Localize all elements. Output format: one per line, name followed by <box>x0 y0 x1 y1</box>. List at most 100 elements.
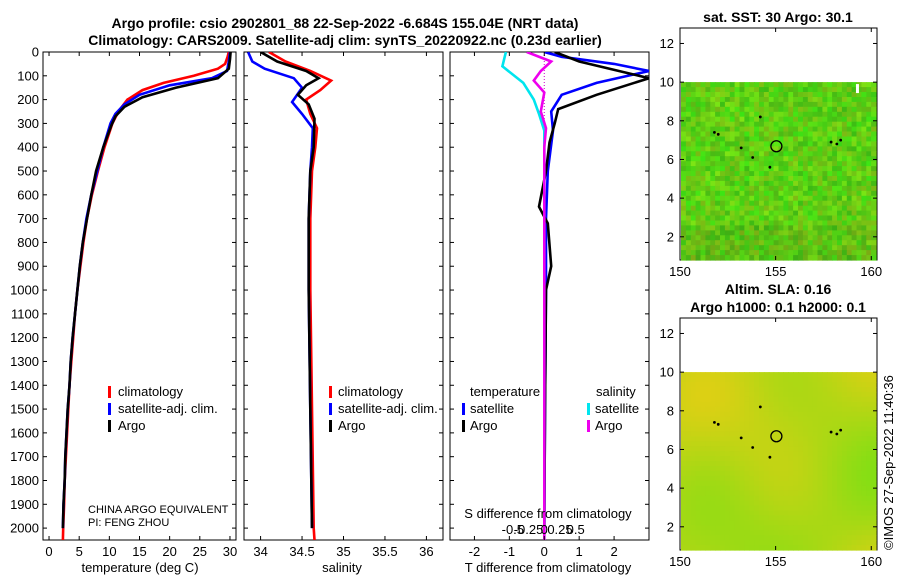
map-cell <box>778 171 784 177</box>
map-cell <box>720 176 726 182</box>
map-cell <box>837 87 843 93</box>
map-cell <box>861 205 867 212</box>
map-cell <box>827 406 833 413</box>
map-cell <box>700 411 706 418</box>
map-cell <box>871 391 877 398</box>
map-cell <box>822 190 828 197</box>
map-cell <box>837 530 843 536</box>
map-cell <box>754 500 760 507</box>
map-cell <box>685 171 692 177</box>
map-cell <box>871 230 877 236</box>
map-cell <box>832 436 838 442</box>
map-cell <box>729 421 736 427</box>
map-cell <box>729 200 736 207</box>
map-cell <box>793 245 799 251</box>
map-cell <box>724 87 731 93</box>
map-cell <box>866 176 872 182</box>
map-cell <box>768 515 775 521</box>
map-cell <box>846 540 853 546</box>
map-cell <box>739 461 745 467</box>
difference-panel: -2 -1 0 1 2-0.5-0.250 0.250.5 <box>449 51 650 559</box>
map-cell <box>793 411 799 418</box>
map-cell <box>802 426 809 432</box>
map-cell <box>759 235 765 241</box>
map-cell <box>700 470 706 477</box>
map-cell <box>681 141 687 147</box>
legend-label-sal-satellite: satellite <box>595 401 639 416</box>
map-cell <box>749 215 755 221</box>
map-cell <box>851 535 858 541</box>
map-cell <box>681 151 687 157</box>
map-cell <box>822 416 828 423</box>
map-cell <box>802 116 809 123</box>
map-cell <box>685 185 692 192</box>
map-cell <box>793 431 799 437</box>
map-cell <box>739 426 745 432</box>
map-cell <box>793 240 799 246</box>
map-cell <box>710 92 716 98</box>
map-cell <box>773 525 780 531</box>
map-cell <box>695 416 702 423</box>
map-cell <box>724 250 731 256</box>
map-cell <box>866 166 872 172</box>
map-cell <box>851 235 858 241</box>
map-cell <box>695 480 702 487</box>
map-cell <box>788 87 794 93</box>
map-cell <box>724 225 731 231</box>
map-cell <box>724 180 731 187</box>
map-cell <box>832 141 838 147</box>
map-cell <box>837 470 843 477</box>
map-cell <box>856 161 862 167</box>
map-cell <box>744 377 750 383</box>
map-cell <box>695 255 702 261</box>
map-cell <box>837 505 843 511</box>
map-cell <box>754 426 760 432</box>
map-cell <box>710 185 716 192</box>
map-cell <box>690 131 697 137</box>
map-cell <box>768 520 775 526</box>
map-cell <box>729 391 736 398</box>
map-cell <box>778 525 784 531</box>
map-cell <box>802 545 809 551</box>
map-cell <box>798 205 804 212</box>
legend-label-climatology: climatology <box>118 384 184 399</box>
map-cell <box>778 461 784 467</box>
map-cell <box>729 500 736 507</box>
map-cell <box>817 205 823 212</box>
map-cell <box>856 421 862 427</box>
map-cell <box>798 97 804 103</box>
map-cell <box>744 92 750 98</box>
map-cell <box>681 372 687 378</box>
map-cell <box>871 161 877 167</box>
map-cell <box>695 200 702 207</box>
map-cell <box>846 82 853 88</box>
map-cell <box>685 180 692 187</box>
map-cell <box>744 456 750 462</box>
map-cell <box>710 180 716 187</box>
map-cell <box>773 510 780 516</box>
map-cell <box>768 391 775 398</box>
map-cell <box>783 225 789 231</box>
map-cell <box>685 161 692 167</box>
map-cell <box>695 451 702 457</box>
map-cell <box>690 255 697 261</box>
map-cell <box>754 377 760 383</box>
speck <box>739 146 743 150</box>
map-cell <box>802 441 809 447</box>
map-cell <box>798 131 804 137</box>
map-cell <box>866 510 872 516</box>
map-cell <box>759 195 765 202</box>
map-cell <box>690 451 697 457</box>
map-cell <box>866 240 872 246</box>
map-cell <box>807 161 814 167</box>
map-cell <box>710 530 716 536</box>
map-cell <box>695 151 702 157</box>
map-cell <box>856 466 862 472</box>
map-cell <box>856 235 862 241</box>
map-cell <box>788 190 794 197</box>
map-cell <box>690 190 697 197</box>
map-cell <box>783 151 789 157</box>
map-cell <box>710 515 716 521</box>
map-cell <box>837 205 843 212</box>
map-cell <box>739 111 745 118</box>
